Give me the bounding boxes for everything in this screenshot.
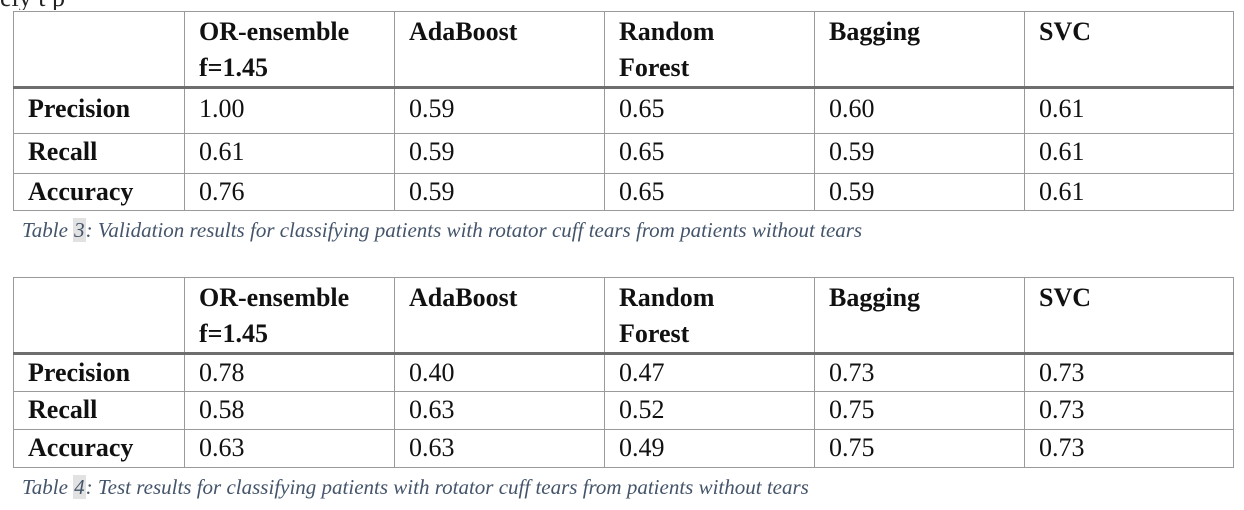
table-cell: 0.73 [1024, 429, 1234, 468]
table-cell: 0.61 [1024, 133, 1234, 174]
header-cell-adaboost: AdaBoost [394, 11, 605, 89]
header-cell-or-ensemble: OR-ensemble f=1.45 [184, 11, 395, 89]
table-cell: 0.60 [814, 87, 1025, 134]
table-cell: 0.65 [604, 87, 815, 134]
table-cell: 1.00 [184, 87, 395, 134]
row-label-accuracy: Accuracy [13, 173, 185, 211]
table-cell: 0.73 [814, 353, 1025, 392]
table-row: Precision 1.00 0.59 0.65 0.60 0.61 [13, 87, 1234, 134]
table-cell: 0.49 [604, 429, 815, 468]
table-cell: 0.47 [604, 353, 815, 392]
caption-number: 3 [73, 218, 86, 242]
test-results-table: OR-ensemble f=1.45 AdaBoost Random Forest … [13, 277, 1234, 468]
table-cell: 0.73 [1024, 391, 1234, 430]
row-label-precision: Precision [13, 353, 185, 392]
table-cell: 0.61 [1024, 87, 1234, 134]
header-cell-or-ensemble: OR-ensemble f=1.45 [184, 277, 395, 355]
caption-number: 4 [73, 475, 86, 499]
header-cell-adaboost: AdaBoost [394, 277, 605, 355]
row-label-recall: Recall [13, 133, 185, 174]
row-label-recall: Recall [13, 391, 185, 430]
caption-prefix: Table [22, 475, 74, 499]
table-caption: Table 3: Validation results for classify… [22, 218, 862, 243]
table-cell: 0.61 [1024, 173, 1234, 211]
table-cell: 0.75 [814, 391, 1025, 430]
table-cell: 0.59 [394, 173, 605, 211]
table-cell: 0.52 [604, 391, 815, 430]
table-row: Recall 0.58 0.63 0.52 0.75 0.73 [13, 391, 1234, 430]
header-cell-empty [13, 11, 185, 89]
caption-text: : Validation results for classifying pat… [85, 218, 863, 242]
preceding-text-fragment: ely t p [0, 0, 65, 10]
table-cell: 0.59 [394, 133, 605, 174]
table-caption: Table 4: Test results for classifying pa… [22, 475, 809, 500]
row-label-precision: Precision [13, 87, 185, 134]
header-cell-random-forest: Random Forest [604, 277, 815, 355]
table-cell: 0.65 [604, 173, 815, 211]
table-row: Precision 0.78 0.40 0.47 0.73 0.73 [13, 353, 1234, 392]
header-cell-bagging: Bagging [814, 11, 1025, 89]
caption-text: : Test results for classifying patients … [85, 475, 809, 499]
table-cell: 0.63 [394, 391, 605, 430]
table-cell: 0.73 [1024, 353, 1234, 392]
table-cell: 0.59 [394, 87, 605, 134]
table-cell: 0.59 [814, 133, 1025, 174]
table-row: Recall 0.61 0.59 0.65 0.59 0.61 [13, 133, 1234, 174]
header-cell-svc: SVC [1024, 277, 1234, 355]
table-header-row: OR-ensemble f=1.45 AdaBoost Random Forest … [13, 277, 1234, 355]
table-cell: 0.59 [814, 173, 1025, 211]
row-label-accuracy: Accuracy [13, 429, 185, 468]
table-cell: 0.76 [184, 173, 395, 211]
table-cell: 0.63 [394, 429, 605, 468]
header-cell-random-forest: Random Forest [604, 11, 815, 89]
table-cell: 0.63 [184, 429, 395, 468]
table-cell: 0.78 [184, 353, 395, 392]
header-cell-svc: SVC [1024, 11, 1234, 89]
validation-results-table: OR-ensemble f=1.45 AdaBoost Random Forest … [13, 11, 1234, 211]
table-row: Accuracy 0.76 0.59 0.65 0.59 0.61 [13, 173, 1234, 211]
caption-prefix: Table [22, 218, 74, 242]
header-cell-empty [13, 277, 185, 355]
table-row: Accuracy 0.63 0.63 0.49 0.75 0.73 [13, 429, 1234, 468]
header-cell-bagging: Bagging [814, 277, 1025, 355]
table-cell: 0.58 [184, 391, 395, 430]
table-header-row: OR-ensemble f=1.45 AdaBoost Random Forest … [13, 11, 1234, 89]
table-cell: 0.40 [394, 353, 605, 392]
table-cell: 0.75 [814, 429, 1025, 468]
table-cell: 0.61 [184, 133, 395, 174]
table-cell: 0.65 [604, 133, 815, 174]
